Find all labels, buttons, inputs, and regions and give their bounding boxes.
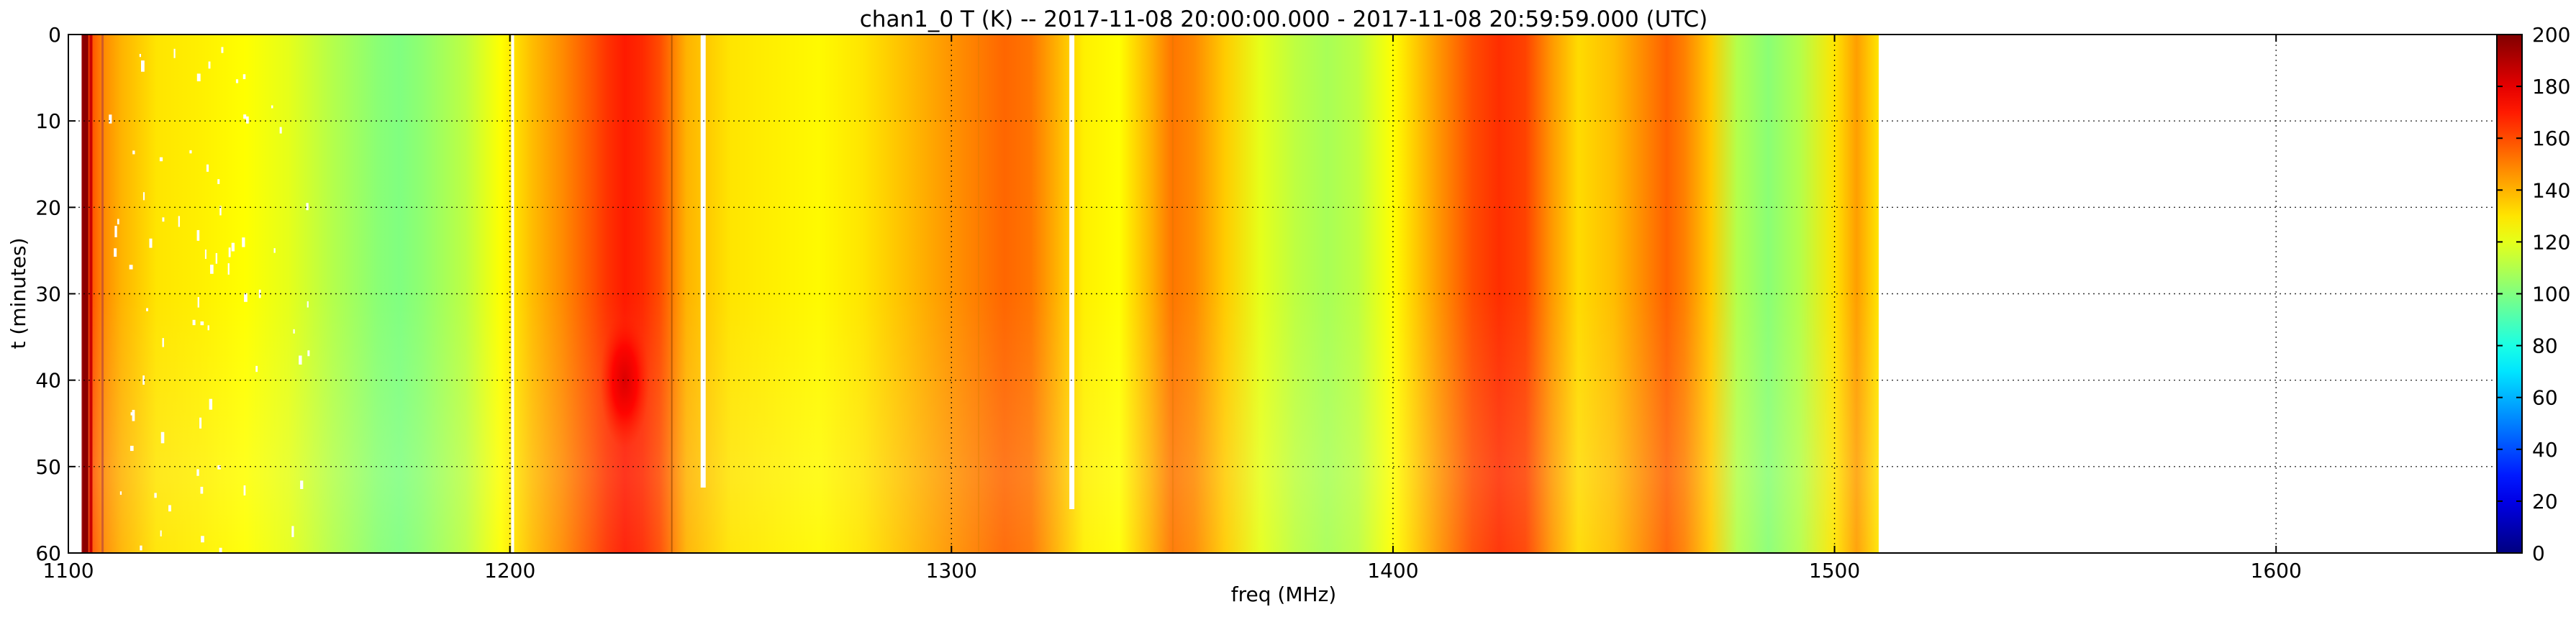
colorbar-tick-label: 40 <box>2532 438 2558 462</box>
y-tick-label: 0 <box>48 23 61 47</box>
y-tick-label: 10 <box>35 109 61 133</box>
colorbar-tick-label: 20 <box>2532 490 2558 513</box>
colorbar-tick-label: 80 <box>2532 334 2558 358</box>
colorbar: 0 20 40 60 80 100 120 140 160 180 200 <box>2496 23 2570 565</box>
colorbar-tick-label: 200 <box>2532 23 2570 47</box>
x-axis-label: freq (MHz) <box>1231 582 1336 606</box>
colorbar-tick-label: 180 <box>2532 75 2570 99</box>
y-tick-label: 60 <box>35 541 61 565</box>
x-tick-label: 1500 <box>1809 559 1860 582</box>
x-tick-label: 1100 <box>42 559 94 582</box>
colorbar-tick-label: 160 <box>2532 127 2570 150</box>
x-tick-label: 1200 <box>484 559 535 582</box>
y-axis-label: t (minutes) <box>6 237 30 349</box>
x-tick-label: 1400 <box>1367 559 1418 582</box>
colorbar-tick-label: 120 <box>2532 230 2570 254</box>
y-tick-label: 20 <box>35 196 61 219</box>
rfi-artifacts <box>82 35 1174 553</box>
grid-lines <box>68 35 2497 553</box>
hot-spot <box>600 311 650 449</box>
axis-ticks <box>68 34 2277 554</box>
colorbar-tick-label: 60 <box>2532 386 2558 410</box>
colorbar-tick-label: 100 <box>2532 283 2570 306</box>
colorbar-ticks: 0 20 40 60 80 100 120 140 160 180 200 <box>2497 23 2570 565</box>
y-tick-label: 30 <box>35 283 61 306</box>
colorbar-tick-label: 140 <box>2532 178 2570 202</box>
x-tick-label: 1600 <box>2251 559 2302 582</box>
y-tick-label: 40 <box>35 369 61 393</box>
y-tick-label: 50 <box>35 455 61 479</box>
y-tick-labels: 0 10 20 30 40 50 60 <box>35 23 61 565</box>
x-tick-label: 1300 <box>926 559 977 582</box>
colorbar-tick-label: 0 <box>2532 541 2545 565</box>
chart-title: chan1_0 T (K) -- 2017-11-08 20:00:00.000… <box>860 6 1707 32</box>
x-tick-labels: 1100 1200 1300 1400 1500 1600 <box>42 559 2301 582</box>
plot-area <box>68 35 2522 553</box>
